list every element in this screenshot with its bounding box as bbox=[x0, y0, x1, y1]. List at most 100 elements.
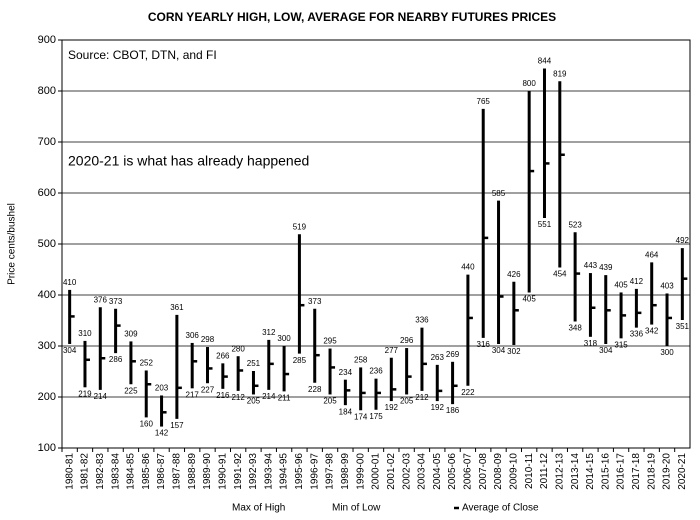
x-tick-label: 2019-20 bbox=[662, 453, 673, 490]
y-tick-label: 200 bbox=[38, 391, 56, 403]
low-label: 211 bbox=[278, 393, 291, 402]
x-tick-label: 1998-99 bbox=[340, 453, 351, 490]
x-tick-label: 2003-04 bbox=[417, 453, 428, 490]
y-tick-label: 800 bbox=[38, 85, 56, 97]
x-tick-label: 1989-90 bbox=[202, 453, 213, 490]
high-label: 440 bbox=[461, 263, 475, 272]
y-tick-label: 500 bbox=[38, 238, 56, 250]
low-label: 212 bbox=[415, 393, 429, 402]
y-tick-label: 700 bbox=[38, 136, 56, 148]
high-label: 309 bbox=[124, 330, 138, 339]
x-tick-label: 2005-06 bbox=[447, 453, 458, 490]
x-tick-label: 2008-09 bbox=[493, 453, 504, 490]
high-label: 519 bbox=[293, 222, 307, 231]
high-label: 403 bbox=[660, 282, 674, 291]
annotation: Source: CBOT, DTN, and FI bbox=[68, 48, 217, 62]
low-label: 142 bbox=[155, 429, 169, 438]
high-label: 296 bbox=[400, 336, 414, 345]
high-label: 310 bbox=[78, 329, 92, 338]
low-label: 214 bbox=[262, 392, 276, 401]
x-tick-label: 1984-85 bbox=[126, 453, 137, 490]
high-label: 585 bbox=[492, 189, 506, 198]
high-label: 252 bbox=[140, 359, 154, 368]
low-label: 348 bbox=[568, 324, 582, 333]
high-label: 298 bbox=[201, 335, 215, 344]
high-label: 443 bbox=[584, 261, 598, 270]
x-tick-label: 1985-86 bbox=[141, 453, 152, 490]
low-label: 214 bbox=[94, 392, 108, 401]
low-label: 304 bbox=[492, 346, 506, 355]
low-label: 304 bbox=[599, 346, 613, 355]
annotation: 2020-21 is what has already happened bbox=[68, 153, 309, 169]
high-label: 765 bbox=[477, 97, 491, 106]
x-tick-label: 1986-87 bbox=[156, 453, 167, 490]
x-tick-label: 1996-97 bbox=[309, 453, 320, 490]
high-label: 361 bbox=[170, 303, 184, 312]
x-tick-label: 2020-21 bbox=[677, 453, 688, 490]
low-label: 174 bbox=[354, 412, 368, 421]
low-label: 186 bbox=[446, 406, 460, 415]
high-label: 800 bbox=[522, 79, 536, 88]
high-label: 523 bbox=[568, 220, 582, 229]
low-label: 217 bbox=[186, 390, 200, 399]
x-tick-label: 1987-88 bbox=[172, 453, 183, 490]
x-tick-label: 1993-94 bbox=[263, 453, 274, 490]
x-tick-label: 1991-92 bbox=[233, 453, 244, 490]
high-label: 410 bbox=[63, 278, 77, 287]
low-label: 222 bbox=[461, 388, 475, 397]
low-label: 351 bbox=[676, 322, 690, 331]
high-label: 295 bbox=[323, 337, 337, 346]
low-label: 286 bbox=[109, 355, 123, 364]
low-label: 454 bbox=[553, 270, 567, 279]
low-label: 192 bbox=[385, 403, 399, 412]
high-label: 312 bbox=[262, 328, 276, 337]
legend-label: Average of Close bbox=[462, 503, 539, 514]
x-tick-label: 2007-08 bbox=[478, 453, 489, 490]
high-label: 269 bbox=[446, 350, 460, 359]
high-label: 376 bbox=[94, 295, 108, 304]
y-tick-label: 900 bbox=[38, 34, 56, 46]
high-label: 277 bbox=[385, 346, 399, 355]
x-tick-label: 1995-96 bbox=[294, 453, 305, 490]
x-tick-label: 1980-81 bbox=[64, 453, 75, 490]
y-axis-label: Price cents/bushel bbox=[7, 203, 18, 285]
high-label: 464 bbox=[645, 250, 659, 259]
high-label: 439 bbox=[599, 263, 613, 272]
low-label: 205 bbox=[323, 397, 337, 406]
high-label: 234 bbox=[339, 368, 353, 377]
high-label: 373 bbox=[308, 297, 322, 306]
x-tick-label: 2009-10 bbox=[508, 453, 519, 490]
high-label: 306 bbox=[186, 331, 200, 340]
low-label: 316 bbox=[477, 340, 491, 349]
x-tick-label: 2014-15 bbox=[585, 453, 596, 490]
y-tick-label: 600 bbox=[38, 187, 56, 199]
x-tick-label: 1994-95 bbox=[279, 453, 290, 490]
x-tick-label: 2012-13 bbox=[554, 453, 565, 490]
plot-frame bbox=[61, 39, 691, 449]
y-tick-label: 100 bbox=[38, 442, 56, 454]
low-label: 184 bbox=[339, 407, 353, 416]
low-label: 342 bbox=[645, 327, 659, 336]
legend-label: Min of Low bbox=[332, 503, 381, 514]
x-tick-label: 2002-03 bbox=[401, 453, 412, 490]
x-tick-label: 1982-83 bbox=[95, 453, 106, 490]
high-label: 844 bbox=[538, 57, 552, 66]
low-label: 285 bbox=[293, 356, 307, 365]
low-label: 157 bbox=[170, 421, 184, 430]
low-label: 160 bbox=[140, 420, 154, 429]
high-label: 405 bbox=[614, 281, 628, 290]
low-label: 212 bbox=[231, 393, 245, 402]
high-label: 203 bbox=[155, 384, 169, 393]
y-tick-label: 400 bbox=[38, 289, 56, 301]
x-tick-label: 1981-82 bbox=[80, 453, 91, 490]
low-label: 315 bbox=[614, 340, 628, 349]
x-tick-label: 2000-01 bbox=[371, 453, 382, 490]
x-tick-label: 2013-14 bbox=[570, 453, 581, 490]
y-tick-label: 300 bbox=[38, 340, 56, 352]
x-tick-label: 2006-07 bbox=[463, 453, 474, 490]
x-tick-label: 2004-05 bbox=[432, 453, 443, 490]
x-tick-label: 1983-84 bbox=[110, 453, 121, 490]
x-tick-label: 1999-00 bbox=[355, 453, 366, 490]
x-tick-label: 1992-93 bbox=[248, 453, 259, 490]
